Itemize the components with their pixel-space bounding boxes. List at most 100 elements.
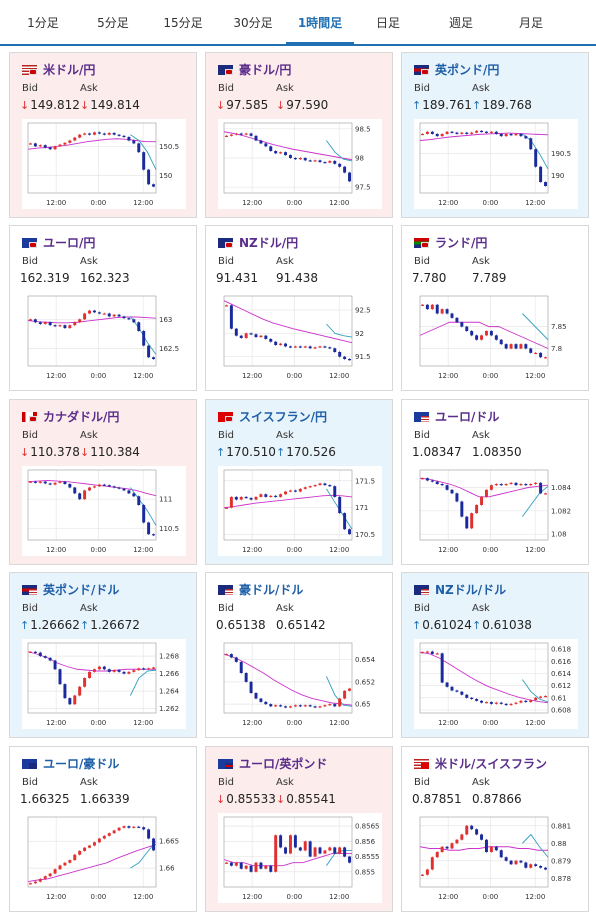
mini-chart[interactable]: 0.654 0.652 0.65 12:00 0:00 12:00 bbox=[218, 639, 382, 729]
candle-down bbox=[425, 304, 429, 310]
pair-title[interactable]: ユーロ/円 bbox=[22, 234, 95, 250]
mini-chart[interactable]: 1.268 1.266 1.264 1.262 12:00 0:00 12:00 bbox=[22, 639, 186, 729]
rate-card[interactable]: NZドル/円 Bid Ask 91.431 91.438 92.5 92 91.5 12:00 0… bbox=[205, 225, 393, 391]
short-moving-average-line bbox=[326, 323, 353, 338]
candle-down bbox=[430, 651, 434, 654]
rate-card[interactable]: ユーロ/円 Bid Ask 162.319 162.323 163 162.5 12:00 0:… bbox=[9, 225, 197, 391]
rate-card[interactable]: ユーロ/豪ドル Bid Ask 1.66325 1.66339 1.665 1.66 12:0… bbox=[9, 746, 197, 912]
rate-card[interactable]: 豪ドル/円 Bid Ask ↓97.585 ↓97.590 98.5 98 97.5 12:00… bbox=[205, 52, 393, 218]
pair-title[interactable]: NZドル/ドル bbox=[414, 581, 506, 597]
tab-5[interactable]: 1時間足 bbox=[286, 0, 354, 45]
mini-chart[interactable]: 111 110.5 12:00 0:00 12:00 bbox=[22, 466, 186, 556]
pair-title[interactable]: 米ドル/スイスフラン bbox=[414, 755, 547, 771]
mini-chart[interactable]: 7.85 7.8 12:00 0:00 12:00 bbox=[414, 292, 578, 382]
pair-title[interactable]: 英ポンド/円 bbox=[414, 61, 499, 77]
candle-down bbox=[142, 827, 146, 830]
rate-card[interactable]: 英ポンド/円 Bid Ask ↑189.761 ↑189.768 190.5 190 12:0… bbox=[401, 52, 589, 218]
pair-title[interactable]: 豪ドル/円 bbox=[218, 61, 291, 77]
rate-card[interactable]: 米ドル/円 Bid Ask ↓149.812 ↓149.814 150.5 150 12:00… bbox=[9, 52, 197, 218]
candle-up bbox=[308, 486, 312, 488]
x-tick-label: 12:00 bbox=[329, 893, 349, 901]
candle-down bbox=[73, 487, 77, 494]
candle-down bbox=[117, 487, 121, 489]
candle-down bbox=[470, 331, 474, 336]
rate-card[interactable]: NZドル/ドル Bid Ask ↑0.61024 ↑0.61038 0.618 0.616 0… bbox=[401, 572, 589, 738]
rate-card[interactable]: カナダドル/円 Bid Ask ↓110.378 ↓110.384 111 110.5 12:… bbox=[9, 399, 197, 565]
candle-up bbox=[264, 865, 268, 869]
mini-chart[interactable]: 1.084 1.082 1.08 12:00 0:00 12:00 bbox=[414, 466, 578, 556]
candle-down bbox=[333, 704, 337, 707]
candle-down bbox=[88, 133, 92, 135]
candle-up bbox=[97, 484, 101, 487]
tab-3[interactable]: 15分足 bbox=[163, 16, 203, 30]
candle-up bbox=[107, 833, 111, 836]
x-tick-label: 12:00 bbox=[46, 719, 66, 727]
candle-down bbox=[244, 496, 248, 499]
eu-us-flag bbox=[414, 412, 429, 422]
candle-down bbox=[48, 657, 52, 661]
ca-jp-flag bbox=[22, 412, 37, 422]
tab-8[interactable]: 月足 bbox=[518, 16, 543, 30]
candle-down bbox=[63, 684, 67, 699]
pair-title[interactable]: NZドル/円 bbox=[218, 234, 298, 250]
tab-7[interactable]: 週足 bbox=[448, 16, 473, 30]
tab-4[interactable]: 30分足 bbox=[233, 16, 273, 30]
tab-2[interactable]: 5分足 bbox=[97, 16, 129, 30]
moving-average-line bbox=[223, 494, 353, 509]
candle-down bbox=[264, 143, 268, 147]
pair-title[interactable]: 米ドル/円 bbox=[22, 61, 95, 77]
mini-chart[interactable]: 92.5 92 91.5 12:00 0:00 12:00 bbox=[218, 292, 382, 382]
candle-up bbox=[279, 152, 283, 154]
candle-up bbox=[544, 493, 548, 495]
y-tick-label: 0.855 bbox=[355, 868, 375, 876]
candle-down bbox=[328, 347, 332, 349]
plot-frame bbox=[419, 469, 549, 541]
y-tick-label: 1.266 bbox=[159, 670, 180, 678]
x-tick-label: 12:00 bbox=[242, 199, 262, 207]
mini-chart[interactable]: 163 162.5 12:00 0:00 12:00 bbox=[22, 292, 186, 382]
candle-down bbox=[445, 682, 449, 687]
bid-number: 0.65138 bbox=[216, 618, 266, 632]
candle-down bbox=[293, 490, 297, 492]
tab-6[interactable]: 日足 bbox=[375, 16, 400, 30]
rate-card[interactable]: ランド/円 Bid Ask 7.780 7.789 7.85 7.8 12:00 0:00 12:… bbox=[401, 225, 589, 391]
rate-card[interactable]: ユーロ/ドル Bid Ask 1.08347 1.08350 1.084 1.082 1.08… bbox=[401, 399, 589, 565]
bid-label: Bid bbox=[414, 256, 430, 267]
mini-chart[interactable]: 190.5 190 12:00 0:00 12:00 bbox=[414, 119, 578, 209]
candle-up bbox=[470, 132, 474, 134]
pair-title[interactable]: ユーロ/豪ドル bbox=[22, 755, 119, 771]
candle-down bbox=[239, 335, 243, 338]
rate-card[interactable]: 英ポンド/ドル Bid Ask ↑1.26662 ↑1.26672 1.268 1.266 1… bbox=[9, 572, 197, 738]
candlestick-chart: 1.665 1.66 12:00 0:00 12:00 bbox=[27, 816, 179, 901]
rate-card[interactable]: スイスフラン/円 Bid Ask ↑170.510 ↑170.526 171.5 171 17… bbox=[205, 399, 393, 565]
tab-1[interactable]: 1分足 bbox=[27, 16, 59, 30]
candlestick-chart: 98.5 98 97.5 12:00 0:00 12:00 bbox=[223, 122, 371, 207]
mini-chart[interactable]: 98.5 98 97.5 12:00 0:00 12:00 bbox=[218, 119, 382, 209]
short-moving-average-line bbox=[522, 679, 549, 703]
plot-frame bbox=[27, 295, 157, 367]
pair-title[interactable]: ユーロ/ドル bbox=[414, 408, 499, 424]
candle-down bbox=[132, 319, 136, 323]
mini-chart[interactable]: 150.5 150 12:00 0:00 12:00 bbox=[22, 119, 186, 209]
rate-card[interactable]: 豪ドル/ドル Bid Ask 0.65138 0.65142 0.654 0.652 0.65… bbox=[205, 572, 393, 738]
candle-down bbox=[494, 131, 498, 134]
pair-title[interactable]: スイスフラン/円 bbox=[218, 408, 327, 424]
candle-up bbox=[68, 860, 72, 863]
pair-title[interactable]: カナダドル/円 bbox=[22, 408, 119, 424]
pair-title[interactable]: ユーロ/英ポンド bbox=[218, 755, 327, 771]
mini-chart[interactable]: 0.618 0.616 0.614 0.612 0.61 0.608 12:00 0:00 12… bbox=[414, 639, 578, 729]
rate-card[interactable]: ユーロ/英ポンド Bid Ask ↓0.85533 ↓0.85541 0.8565 0.85… bbox=[205, 746, 393, 912]
candle-down bbox=[137, 322, 141, 331]
pair-title[interactable]: 英ポンド/ドル bbox=[22, 581, 119, 597]
mini-chart[interactable]: 171.5 171 170.5 12:00 0:00 12:00 bbox=[218, 466, 382, 556]
candle-down bbox=[244, 673, 248, 682]
mini-chart[interactable]: 0.8565 0.856 0.8555 0.855 12:00 0:00 12:00 bbox=[218, 813, 382, 903]
rate-card[interactable]: 米ドル/スイスフラン Bid Ask 0.87851 0.87866 0.881 0.88 0… bbox=[401, 746, 589, 912]
pair-title[interactable]: 豪ドル/ドル bbox=[218, 581, 303, 597]
pair-title[interactable]: ランド/円 bbox=[414, 234, 487, 250]
candle-down bbox=[333, 847, 337, 854]
candle-up bbox=[318, 483, 322, 486]
x-tick-label: 0:00 bbox=[91, 719, 107, 727]
mini-chart[interactable]: 0.881 0.88 0.879 0.878 12:00 0:00 12:00 bbox=[414, 813, 578, 903]
mini-chart[interactable]: 1.665 1.66 12:00 0:00 12:00 bbox=[22, 813, 186, 903]
